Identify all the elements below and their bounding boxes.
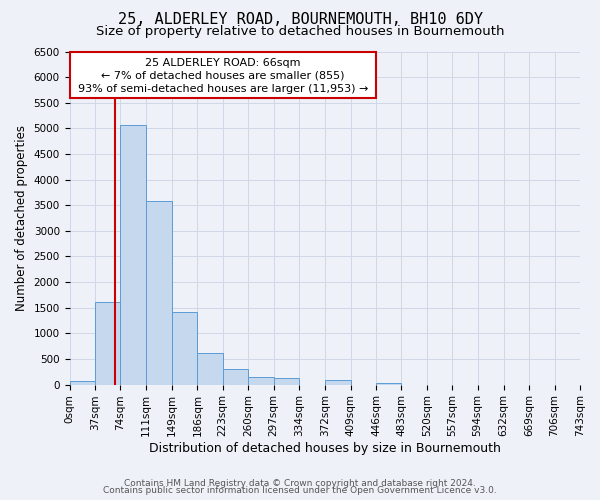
Bar bbox=[248, 377, 274, 384]
Y-axis label: Number of detached properties: Number of detached properties bbox=[15, 125, 28, 311]
Text: ← 7% of detached houses are smaller (855): ← 7% of detached houses are smaller (855… bbox=[101, 70, 344, 81]
Text: 93% of semi-detached houses are larger (11,953) →: 93% of semi-detached houses are larger (… bbox=[77, 84, 368, 94]
Bar bbox=[95, 302, 121, 384]
Text: 25 ALDERLEY ROAD: 66sqm: 25 ALDERLEY ROAD: 66sqm bbox=[145, 58, 301, 68]
Bar bbox=[197, 354, 223, 384]
Bar bbox=[376, 382, 401, 384]
FancyBboxPatch shape bbox=[70, 52, 376, 98]
Bar bbox=[172, 312, 197, 384]
Bar bbox=[70, 381, 95, 384]
Bar bbox=[274, 378, 299, 384]
Bar bbox=[121, 126, 146, 384]
Bar bbox=[325, 380, 350, 384]
Text: 25, ALDERLEY ROAD, BOURNEMOUTH, BH10 6DY: 25, ALDERLEY ROAD, BOURNEMOUTH, BH10 6DY bbox=[118, 12, 482, 28]
Bar bbox=[223, 369, 248, 384]
X-axis label: Distribution of detached houses by size in Bournemouth: Distribution of detached houses by size … bbox=[149, 442, 501, 455]
Text: Contains public sector information licensed under the Open Government Licence v3: Contains public sector information licen… bbox=[103, 486, 497, 495]
Text: Size of property relative to detached houses in Bournemouth: Size of property relative to detached ho… bbox=[96, 25, 504, 38]
Text: Contains HM Land Registry data © Crown copyright and database right 2024.: Contains HM Land Registry data © Crown c… bbox=[124, 478, 476, 488]
Bar bbox=[146, 201, 172, 384]
